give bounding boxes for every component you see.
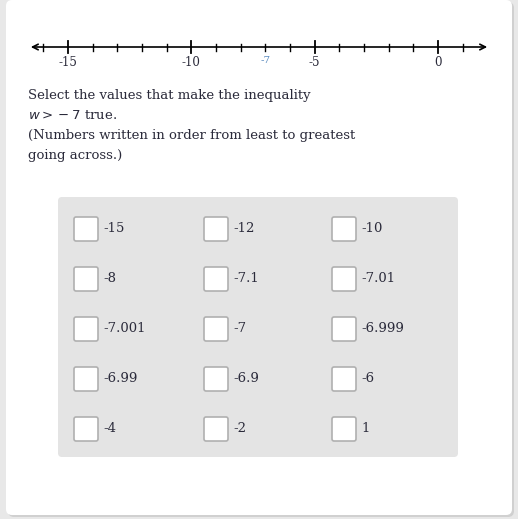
Text: -5: -5 <box>309 56 321 69</box>
Text: -15: -15 <box>103 223 124 236</box>
FancyBboxPatch shape <box>204 217 228 241</box>
Text: -6: -6 <box>361 373 374 386</box>
Text: -8: -8 <box>103 272 116 285</box>
Text: -4: -4 <box>103 422 116 435</box>
FancyBboxPatch shape <box>6 0 512 515</box>
FancyBboxPatch shape <box>204 267 228 291</box>
Text: -7.001: -7.001 <box>103 322 146 335</box>
Text: (Numbers written in order from least to greatest: (Numbers written in order from least to … <box>28 129 355 142</box>
FancyBboxPatch shape <box>332 217 356 241</box>
FancyBboxPatch shape <box>58 197 458 457</box>
Text: -6.99: -6.99 <box>103 373 137 386</box>
FancyBboxPatch shape <box>332 417 356 441</box>
Text: -2: -2 <box>233 422 246 435</box>
Text: -12: -12 <box>233 223 254 236</box>
Text: -10: -10 <box>182 56 201 69</box>
Text: Select the values that make the inequality: Select the values that make the inequali… <box>28 89 311 102</box>
Text: going across.): going across.) <box>28 149 122 162</box>
FancyBboxPatch shape <box>74 217 98 241</box>
Text: -7.1: -7.1 <box>233 272 259 285</box>
Text: -15: -15 <box>59 56 77 69</box>
Text: -7: -7 <box>260 56 270 65</box>
Text: $w > -7$ true.: $w > -7$ true. <box>28 109 117 122</box>
Text: 1: 1 <box>361 422 369 435</box>
FancyBboxPatch shape <box>204 317 228 341</box>
Text: -7.01: -7.01 <box>361 272 395 285</box>
FancyBboxPatch shape <box>332 267 356 291</box>
Text: -6.999: -6.999 <box>361 322 404 335</box>
FancyBboxPatch shape <box>74 267 98 291</box>
FancyBboxPatch shape <box>74 317 98 341</box>
FancyBboxPatch shape <box>332 367 356 391</box>
FancyBboxPatch shape <box>204 417 228 441</box>
FancyBboxPatch shape <box>204 367 228 391</box>
FancyBboxPatch shape <box>74 367 98 391</box>
FancyBboxPatch shape <box>74 417 98 441</box>
Text: -10: -10 <box>361 223 382 236</box>
Text: -6.9: -6.9 <box>233 373 259 386</box>
Text: 0: 0 <box>434 56 442 69</box>
FancyBboxPatch shape <box>8 2 514 517</box>
FancyBboxPatch shape <box>332 317 356 341</box>
Text: -7: -7 <box>233 322 246 335</box>
